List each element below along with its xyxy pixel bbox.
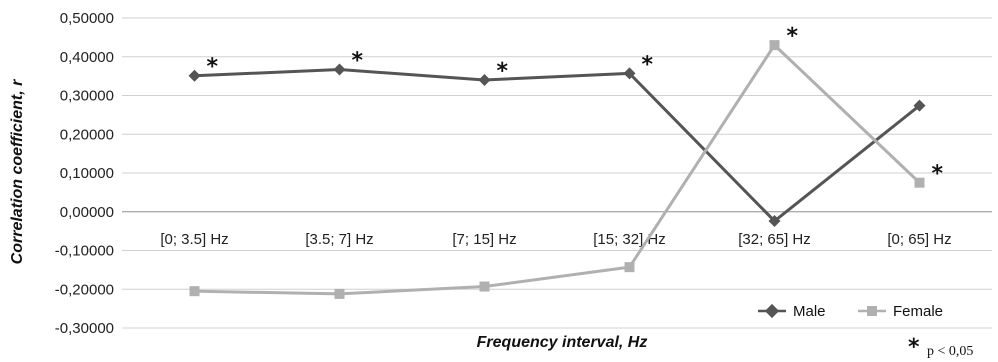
female-data-point bbox=[189, 286, 200, 297]
x-axis-ticks: [0; 3.5] Hz [3.5; 7] Hz [7; 15] Hz [15; 32]… bbox=[160, 231, 951, 248]
legend: Male Female bbox=[758, 303, 943, 320]
male-data-point bbox=[768, 215, 781, 228]
female-data-point bbox=[769, 40, 780, 51]
y-tick-label: -0,20000 bbox=[55, 281, 114, 298]
significance-star: * bbox=[352, 49, 364, 74]
y-tick-label: 0,00000 bbox=[60, 204, 114, 221]
legend-male-label: Male bbox=[793, 303, 826, 320]
female-data-point bbox=[334, 288, 345, 299]
male-data-point bbox=[913, 99, 926, 112]
significance-star: * bbox=[642, 52, 654, 77]
legend-female-label: Female bbox=[893, 303, 943, 320]
y-tick-label: -0,30000 bbox=[55, 320, 114, 337]
note-text: p < 0,05 bbox=[927, 344, 973, 359]
y-tick-label: 0,30000 bbox=[60, 88, 114, 105]
x-tick-label: [3.5; 7] Hz bbox=[305, 231, 373, 248]
significance-star: * bbox=[932, 162, 944, 187]
male-series-line bbox=[194, 68, 921, 223]
y-tick-label: 0,10000 bbox=[60, 165, 114, 182]
x-axis-title: Frequency interval, Hz bbox=[477, 334, 648, 351]
female-data-point bbox=[624, 262, 635, 273]
x-tick-label: [7; 15] Hz bbox=[452, 231, 516, 248]
male-data-point bbox=[188, 69, 201, 82]
legend-female-marker bbox=[867, 306, 877, 316]
x-tick-label: [0; 65] Hz bbox=[887, 231, 951, 248]
legend-male-marker bbox=[764, 303, 780, 319]
y-axis-ticks: 0,50000 0,40000 0,30000 0,20000 0,10000 0,000… bbox=[55, 10, 114, 337]
y-axis-title: Correlation coefficient, r bbox=[9, 79, 26, 264]
note-star: * bbox=[908, 335, 920, 360]
y-tick-label: 0,50000 bbox=[60, 10, 114, 27]
significance-markers: * * * * * * bbox=[207, 24, 944, 187]
x-tick-label: [0; 3.5] Hz bbox=[160, 231, 228, 248]
y-tick-label: 0,20000 bbox=[60, 126, 114, 143]
y-tick-label: -0,10000 bbox=[55, 243, 114, 260]
significance-star: * bbox=[787, 24, 799, 49]
significance-note: * p < 0,05 bbox=[908, 335, 973, 360]
female-data-point bbox=[479, 281, 490, 292]
female-data-point bbox=[914, 177, 925, 188]
series-layer bbox=[188, 40, 926, 299]
male-data-point bbox=[333, 63, 346, 76]
significance-star: * bbox=[497, 59, 509, 84]
female-series-line bbox=[194, 43, 921, 296]
x-tick-label: [15; 32] Hz bbox=[593, 231, 666, 248]
grid-lines bbox=[122, 17, 992, 329]
male-data-point bbox=[623, 67, 636, 80]
significance-star: * bbox=[207, 55, 219, 80]
x-tick-label: [32; 65] Hz bbox=[738, 231, 811, 248]
male-data-point bbox=[478, 74, 491, 86]
y-tick-label: 0,40000 bbox=[60, 49, 114, 66]
